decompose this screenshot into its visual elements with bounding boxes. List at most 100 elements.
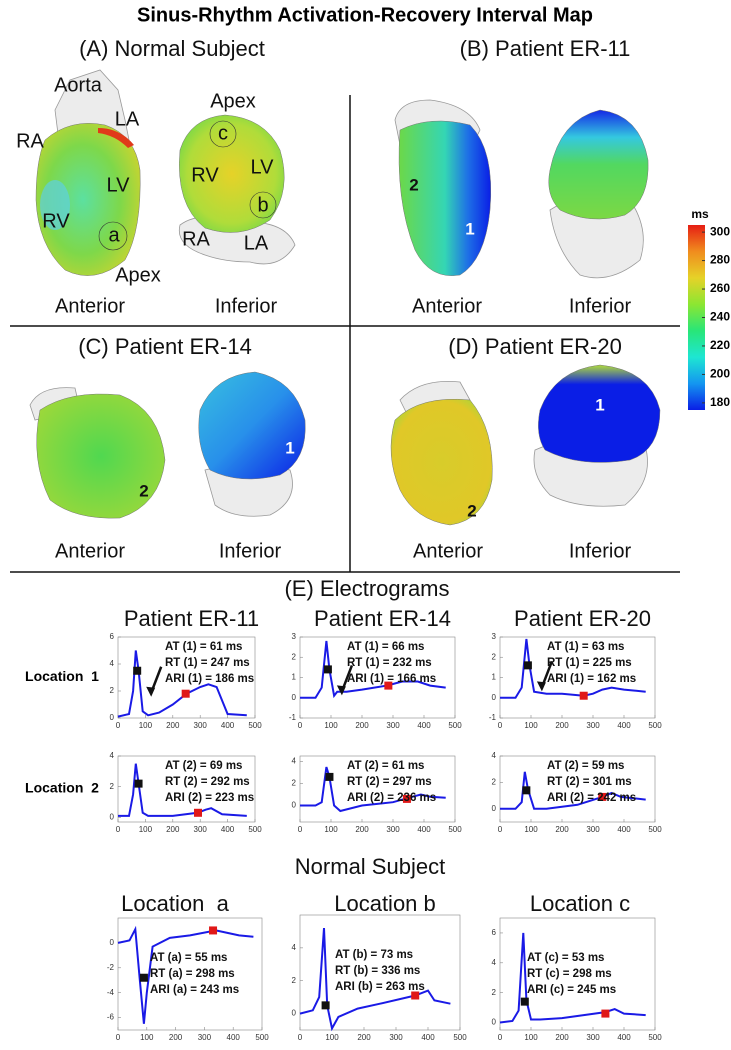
panel-title: (B) Patient ER-11 xyxy=(460,36,631,61)
y-tick-label: 0 xyxy=(292,801,297,810)
trace xyxy=(118,763,247,817)
at-marker xyxy=(323,665,332,674)
y-tick-label: 2 xyxy=(492,778,497,787)
x-tick-label: 300 xyxy=(389,1033,403,1042)
view-label: Anterior xyxy=(55,540,125,562)
plot-frame xyxy=(117,636,256,719)
section-title: (E) Electrograms xyxy=(284,576,449,601)
rt-marker xyxy=(402,794,411,803)
y-tick-label: 0 xyxy=(492,1018,497,1027)
x-tick-label: 300 xyxy=(198,1033,212,1042)
x-tick-label: 400 xyxy=(221,721,235,730)
arrow-head xyxy=(336,685,346,696)
trace xyxy=(300,766,446,813)
plot-frame xyxy=(117,755,256,823)
x-tick-label: 200 xyxy=(166,721,180,730)
colorbar-unit: ms xyxy=(691,207,709,221)
x-tick-label: 400 xyxy=(417,825,431,834)
annotation: ARI (c) = 245 ms xyxy=(527,984,616,996)
plot-title: Location a xyxy=(121,891,229,916)
x-tick-label: 100 xyxy=(140,1033,154,1042)
y-tick-label: 0 xyxy=(110,713,115,722)
y-tick-label: 2 xyxy=(492,988,497,997)
x-tick-label: 200 xyxy=(355,825,369,834)
heart-map xyxy=(198,371,306,480)
annotation: RT (1) = 232 ms xyxy=(347,657,432,669)
location-circle xyxy=(209,120,237,148)
y-tick-label: 2 xyxy=(110,782,115,791)
label: LA xyxy=(115,108,140,130)
annotation: RT (1) = 247 ms xyxy=(165,657,250,669)
label: RA xyxy=(16,130,44,152)
label: LV xyxy=(251,156,275,178)
x-tick-label: 0 xyxy=(498,825,503,834)
label: 1 xyxy=(595,395,604,414)
label: 1 xyxy=(465,219,474,238)
label: 1 xyxy=(285,438,294,457)
annotation: RT (2) = 297 ms xyxy=(347,776,432,788)
location-circle xyxy=(249,191,277,219)
label: c xyxy=(218,122,228,144)
heart-region xyxy=(40,180,70,230)
x-tick-label: 100 xyxy=(524,721,538,730)
at-marker xyxy=(325,772,334,781)
x-tick-label: 400 xyxy=(221,825,235,834)
y-tick-label: -2 xyxy=(107,963,115,972)
annotation: ARI (b) = 263 ms xyxy=(335,981,425,993)
annotation: AT (2) = 59 ms xyxy=(547,760,624,772)
at-marker xyxy=(520,997,529,1006)
view-label: Anterior xyxy=(55,295,125,317)
trace xyxy=(500,771,646,810)
annotation: RT (b) = 336 ms xyxy=(335,965,420,977)
heart-map xyxy=(398,120,492,276)
colorbar-label: 200 xyxy=(710,367,730,381)
row-title: Location 1 xyxy=(25,668,99,684)
annotation: ARI (1) = 166 ms xyxy=(347,673,436,685)
colorbar-label: 220 xyxy=(710,338,730,352)
rt-marker xyxy=(194,808,203,817)
view-label: Anterior xyxy=(412,295,482,317)
y-tick-label: 2 xyxy=(110,686,115,695)
figure-title: Sinus-Rhythm Activation-Recovery Interva… xyxy=(137,4,593,26)
x-tick-label: 0 xyxy=(498,1033,503,1042)
x-tick-label: 500 xyxy=(448,721,462,730)
x-tick-label: 300 xyxy=(194,721,208,730)
y-tick-label: 1 xyxy=(492,673,497,682)
y-tick-label: 4 xyxy=(110,751,115,760)
at-marker xyxy=(321,1001,330,1010)
heart-region xyxy=(98,128,134,148)
x-tick-label: 300 xyxy=(586,1033,600,1042)
plot-title: Location c xyxy=(530,891,630,916)
x-tick-label: 400 xyxy=(227,1033,241,1042)
x-tick-label: 200 xyxy=(355,721,369,730)
column-title: Patient ER-11 xyxy=(124,606,259,631)
x-tick-label: 0 xyxy=(116,1033,121,1042)
column-title: Patient ER-14 xyxy=(314,606,451,631)
annotation: ARI (2) = 236 ms xyxy=(347,792,436,804)
colorbar-label: 300 xyxy=(710,224,730,238)
label: 2 xyxy=(139,481,148,500)
rt-marker xyxy=(411,991,420,1000)
row-title: Location 2 xyxy=(25,780,99,796)
annotation: ARI (1) = 162 ms xyxy=(547,673,636,685)
y-tick-label: 4 xyxy=(492,958,497,967)
annotation: RT (2) = 292 ms xyxy=(165,776,250,788)
rt-marker xyxy=(384,681,393,690)
arrow-head xyxy=(146,686,156,697)
annotation: RT (2) = 301 ms xyxy=(547,776,632,788)
x-tick-label: 100 xyxy=(324,825,338,834)
at-marker xyxy=(523,661,532,670)
section-title: Normal Subject xyxy=(295,854,445,879)
y-tick-label: 2 xyxy=(292,976,297,985)
x-tick-label: 200 xyxy=(555,721,569,730)
x-tick-label: 0 xyxy=(298,721,303,730)
y-tick-label: 2 xyxy=(492,652,497,661)
label: a xyxy=(108,224,120,246)
x-tick-label: 300 xyxy=(386,721,400,730)
annotation: AT (1) = 63 ms xyxy=(547,641,624,653)
annotation: RT (1) = 225 ms xyxy=(547,657,632,669)
arrow-head xyxy=(536,681,546,692)
x-tick-label: 500 xyxy=(448,825,462,834)
rt-marker xyxy=(601,1009,610,1018)
heart-map xyxy=(179,114,285,233)
